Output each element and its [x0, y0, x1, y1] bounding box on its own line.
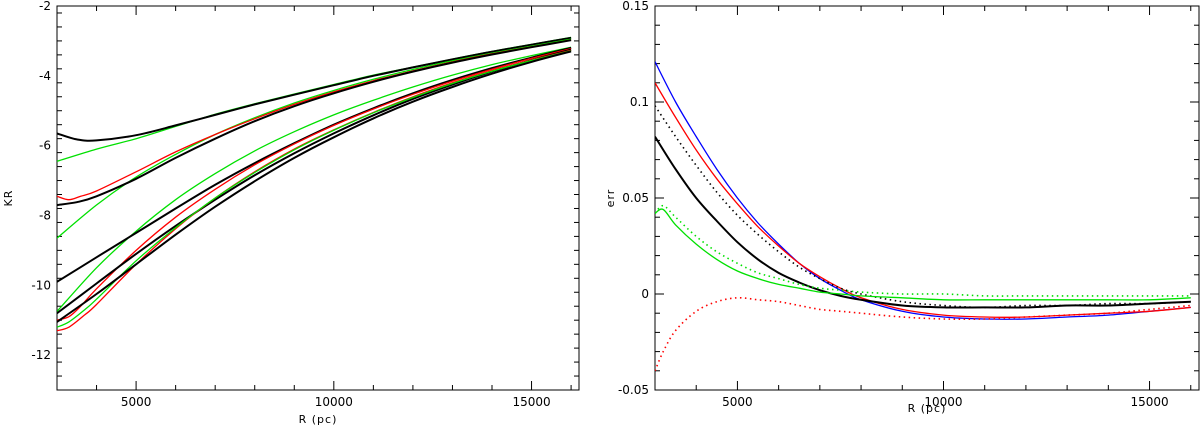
x-tick-label: 10000	[315, 395, 353, 409]
plot-frame	[56, 5, 580, 391]
y-tick-label: -4	[39, 69, 51, 83]
series-line-11	[57, 50, 572, 323]
y-tick-label: -2	[39, 0, 51, 13]
y-tick-label: 0	[641, 287, 649, 301]
chart-err: 5000 10000 15000 -0.05 0 0.05 0.1 0.15 R (pc) err	[604, 0, 1200, 415]
series-line-10	[57, 50, 572, 328]
series-line-2	[655, 105, 1191, 309]
x-tick-label: 5000	[722, 395, 753, 409]
y-tick-label: -8	[39, 208, 51, 222]
y-tick-label: -10	[31, 278, 51, 292]
y-tick-label: -6	[39, 139, 51, 153]
series-line-4	[57, 39, 572, 206]
x-axis-label: R (pc)	[299, 413, 338, 426]
series-line-3	[655, 136, 1191, 309]
series-line-5	[655, 208, 1191, 301]
x-tick-label: 15000	[512, 395, 550, 409]
y-tick-label: 0.05	[622, 191, 649, 205]
series-line-7	[57, 47, 572, 321]
series-line-5	[57, 46, 572, 312]
y-tick-label: -0.05	[618, 383, 649, 397]
series-group	[57, 36, 572, 332]
series-group	[655, 61, 1191, 372]
series-line-6	[57, 46, 572, 283]
series-line-2	[57, 38, 572, 239]
x-tick-label: 5000	[121, 395, 152, 409]
series-line-1	[655, 82, 1191, 318]
y-axis-label: KR	[2, 190, 15, 207]
y-tick-label: -12	[31, 348, 51, 362]
series-line-4	[655, 204, 1191, 297]
x-tick-label: 10000	[924, 395, 962, 409]
x-axis-label: R (pc)	[908, 402, 947, 415]
series-line-9	[57, 49, 572, 332]
series-line-0	[655, 61, 1191, 320]
y-tick-label: 0.15	[622, 0, 649, 13]
y-axis-label: err	[604, 189, 617, 208]
series-line-1	[57, 36, 572, 142]
y-tick-label: 0.1	[630, 95, 649, 109]
series-line-6	[655, 296, 1191, 372]
chart-kr: 5000 10000 15000 -12 -10 -8 -6 -4 -2 R (pc) KR	[2, 0, 580, 426]
x-tick-label: 15000	[1130, 395, 1168, 409]
